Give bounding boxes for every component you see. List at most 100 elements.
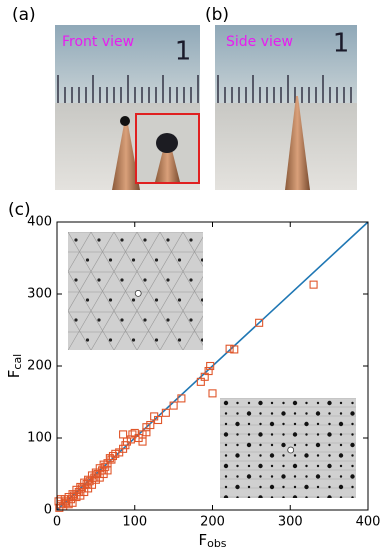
spot xyxy=(108,298,113,302)
lattice-line xyxy=(136,236,203,350)
ruler-digit: 1 xyxy=(333,29,350,59)
spot xyxy=(316,496,320,498)
spot xyxy=(316,485,320,489)
spot xyxy=(327,495,332,498)
spot xyxy=(292,495,298,498)
spot xyxy=(338,484,344,490)
spot xyxy=(177,298,182,302)
spot xyxy=(292,432,298,437)
spot xyxy=(259,443,262,447)
spot xyxy=(259,422,262,426)
panel-label: (a) xyxy=(12,5,36,25)
spot xyxy=(154,258,159,262)
spot xyxy=(304,421,309,427)
spot xyxy=(224,475,228,478)
spot xyxy=(166,358,169,361)
spot xyxy=(143,318,147,322)
spot xyxy=(247,433,251,436)
x-tick-label: 200 xyxy=(200,515,225,530)
spot xyxy=(304,453,309,458)
lattice-line xyxy=(90,232,161,350)
spot xyxy=(305,496,308,498)
spot xyxy=(282,433,285,436)
spot xyxy=(236,412,239,415)
spot xyxy=(236,433,239,436)
spot xyxy=(166,318,170,322)
spot xyxy=(351,485,354,489)
spot xyxy=(339,401,343,405)
spot xyxy=(328,443,331,447)
y-tick-label: 0 xyxy=(44,503,52,518)
inset-image xyxy=(68,232,203,350)
label-sub: obs xyxy=(207,537,227,550)
lattice-line xyxy=(68,232,138,350)
spot xyxy=(131,258,136,262)
spot xyxy=(131,298,136,302)
spot xyxy=(235,278,238,281)
spot xyxy=(247,485,251,489)
spot xyxy=(327,400,332,406)
spot xyxy=(247,496,251,498)
lattice-line xyxy=(0,232,22,472)
spot xyxy=(270,475,274,478)
spot xyxy=(166,238,170,242)
spot xyxy=(97,318,101,322)
spot xyxy=(223,432,229,437)
spot xyxy=(74,278,78,282)
spot xyxy=(235,318,238,321)
spot xyxy=(305,433,308,436)
point xyxy=(177,394,186,403)
inset-pattern xyxy=(0,232,250,472)
spot xyxy=(305,412,308,415)
spot xyxy=(224,412,228,415)
spot xyxy=(189,318,193,322)
inset-pattern xyxy=(220,398,356,498)
spot xyxy=(74,238,78,242)
spot xyxy=(224,485,228,489)
spot xyxy=(269,484,275,490)
spot xyxy=(212,318,215,321)
point xyxy=(169,401,178,410)
spot xyxy=(281,474,286,479)
y-tick-label: 300 xyxy=(27,287,52,302)
label-main: F xyxy=(5,370,23,379)
spot xyxy=(235,484,240,490)
point xyxy=(225,344,234,353)
spot xyxy=(224,258,227,261)
spot xyxy=(143,278,147,282)
spot xyxy=(281,442,286,448)
point xyxy=(103,466,112,475)
spot xyxy=(143,238,147,242)
spot xyxy=(305,443,308,447)
spot xyxy=(305,464,308,468)
spot xyxy=(120,278,124,282)
point xyxy=(196,377,205,386)
point xyxy=(150,412,159,421)
spot xyxy=(74,358,77,361)
point xyxy=(206,361,215,371)
spot xyxy=(315,411,321,416)
spot xyxy=(281,411,286,416)
spot xyxy=(97,278,101,282)
spot xyxy=(351,464,354,468)
spot xyxy=(259,485,262,489)
spot xyxy=(328,475,331,478)
spot xyxy=(316,401,320,405)
spot xyxy=(293,485,297,489)
spot xyxy=(189,358,192,361)
spot xyxy=(338,453,344,458)
spot xyxy=(293,454,297,457)
spot xyxy=(293,422,297,426)
spot xyxy=(293,475,297,478)
spot xyxy=(236,401,239,405)
spot xyxy=(247,338,250,341)
spot xyxy=(270,443,274,447)
lattice-line xyxy=(159,232,203,307)
spot xyxy=(292,400,298,406)
spot xyxy=(212,358,215,361)
spot xyxy=(351,496,354,498)
spot xyxy=(258,495,263,498)
lattice-line xyxy=(0,232,1,472)
spot xyxy=(246,474,252,479)
spot xyxy=(350,474,355,479)
